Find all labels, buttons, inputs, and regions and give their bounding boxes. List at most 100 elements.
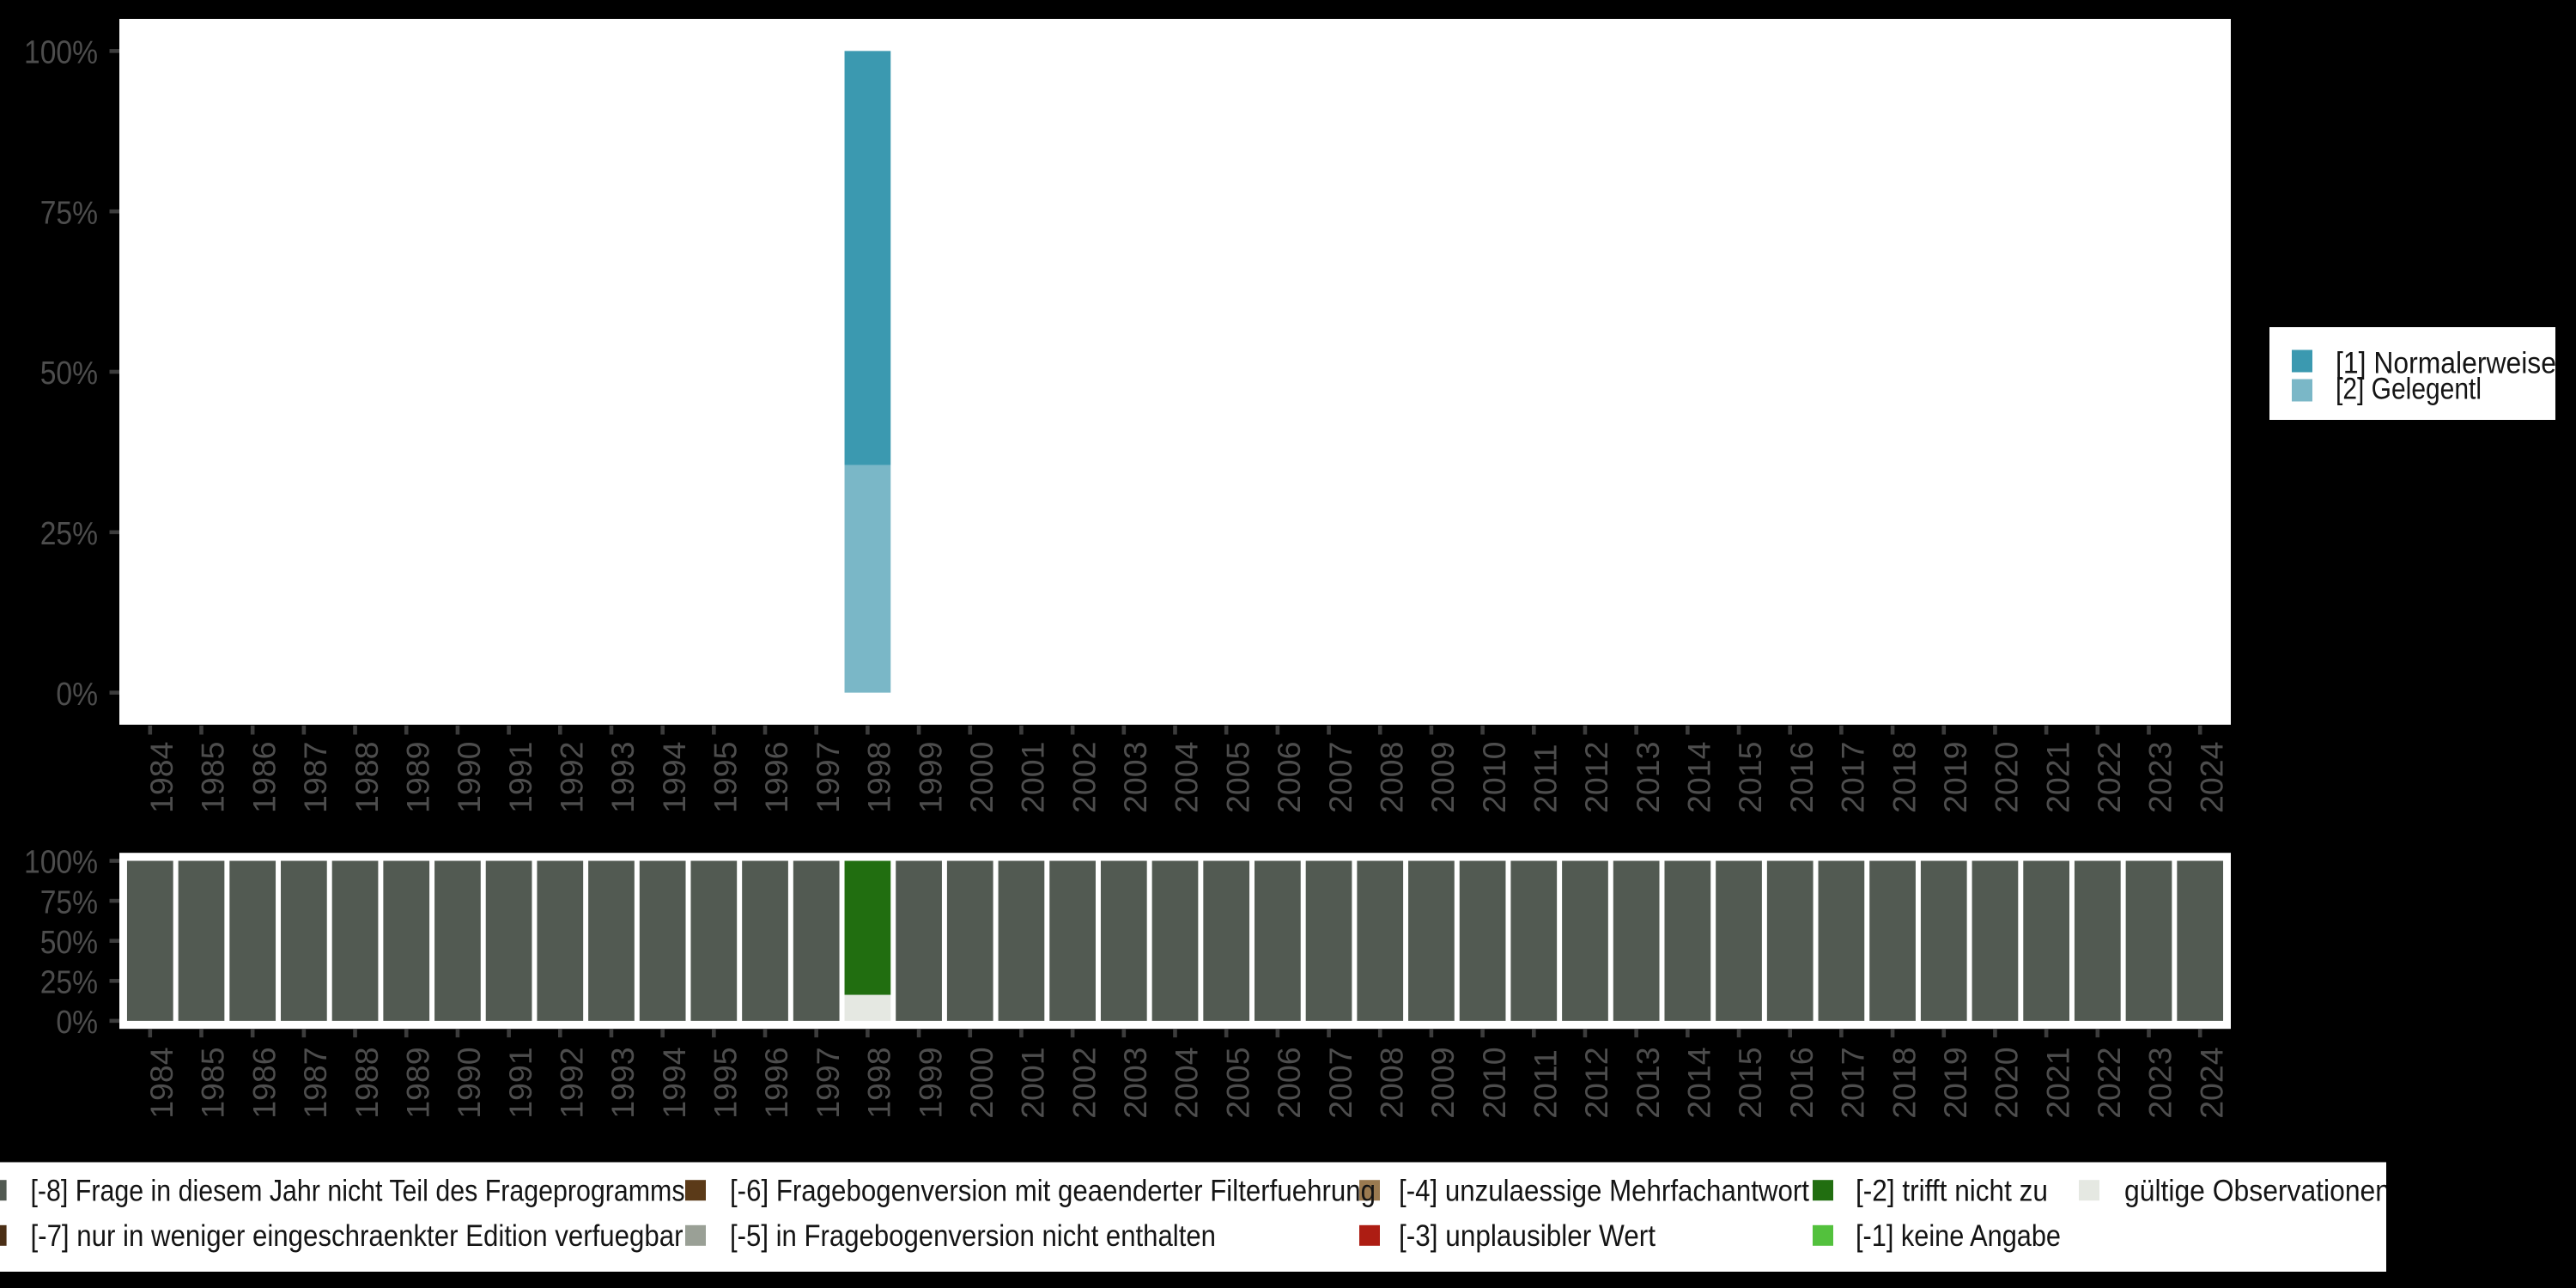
svg-text:2005: 2005	[1219, 742, 1255, 813]
svg-text:2011: 2011	[1527, 744, 1563, 813]
svg-text:[-4] unzulaessige Mehrfachantw: [-4] unzulaessige Mehrfachantwort	[1399, 1174, 1809, 1207]
svg-text:2002: 2002	[1066, 1047, 1102, 1118]
svg-text:1993: 1993	[605, 742, 641, 813]
svg-text:25%: 25%	[40, 516, 98, 552]
svg-text:2010: 2010	[1476, 1047, 1512, 1118]
svg-text:2013: 2013	[1630, 1047, 1666, 1118]
svg-text:2011: 2011	[1527, 1049, 1563, 1119]
svg-text:2023: 2023	[2142, 1047, 2178, 1118]
svg-text:2017: 2017	[1835, 1047, 1871, 1118]
svg-text:2013: 2013	[1630, 742, 1666, 813]
svg-text:1990: 1990	[451, 1047, 487, 1118]
svg-text:1987: 1987	[297, 742, 333, 813]
svg-text:[-7] nur in weniger eingeschra: [-7] nur in weniger eingeschraenkter Edi…	[31, 1219, 683, 1253]
svg-text:50%: 50%	[40, 925, 98, 961]
svg-text:2010: 2010	[1476, 742, 1512, 813]
svg-text:2003: 2003	[1117, 1047, 1153, 1118]
svg-text:1996: 1996	[758, 1047, 794, 1118]
svg-text:1991: 1991	[502, 742, 538, 813]
svg-text:2020: 2020	[1989, 742, 2025, 813]
svg-text:2022: 2022	[2091, 742, 2127, 813]
svg-text:1996: 1996	[758, 742, 794, 813]
svg-text:[1] Normalerweise: [1] Normalerweise	[2336, 347, 2556, 380]
svg-text:1985: 1985	[195, 1047, 231, 1118]
svg-text:1999: 1999	[912, 742, 948, 813]
svg-text:2000: 2000	[963, 742, 999, 813]
svg-text:2023: 2023	[2142, 742, 2178, 813]
svg-text:2016: 2016	[1783, 1047, 1820, 1118]
svg-text:100%: 100%	[24, 35, 98, 71]
svg-text:1988: 1988	[349, 1047, 385, 1118]
svg-text:1989: 1989	[399, 742, 435, 813]
svg-text:1998: 1998	[861, 1047, 897, 1118]
svg-text:[2] Gelegentl: [2] Gelegentl	[2336, 373, 2482, 406]
svg-text:1989: 1989	[399, 1047, 435, 1118]
svg-text:1999: 1999	[912, 1047, 948, 1118]
svg-text:2022: 2022	[2091, 1047, 2127, 1118]
svg-text:1990: 1990	[451, 742, 487, 813]
svg-text:2004: 2004	[1169, 742, 1205, 813]
svg-text:25%: 25%	[40, 964, 98, 1000]
svg-text:2024: 2024	[2193, 742, 2229, 813]
svg-text:2019: 2019	[1937, 1047, 1973, 1118]
svg-text:1994: 1994	[656, 742, 692, 813]
svg-text:[-1] keine Angabe: [-1] keine Angabe	[1856, 1219, 2061, 1253]
svg-text:2008: 2008	[1373, 742, 1409, 813]
svg-text:2024: 2024	[2193, 1047, 2229, 1118]
svg-text:[-5] in Fragebogenversion nich: [-5] in Fragebogenversion nicht enthalte…	[730, 1219, 1216, 1253]
svg-text:1986: 1986	[246, 742, 282, 813]
svg-text:2020: 2020	[1989, 1047, 2025, 1118]
svg-text:75%: 75%	[40, 195, 98, 231]
svg-text:2012: 2012	[1578, 1047, 1614, 1118]
svg-text:[-8] Frage in diesem Jahr nich: [-8] Frage in diesem Jahr nicht Teil des…	[31, 1174, 685, 1207]
svg-text:1991: 1991	[502, 1047, 538, 1118]
svg-text:2012: 2012	[1578, 742, 1614, 813]
svg-text:2001: 2001	[1015, 742, 1051, 813]
svg-text:2014: 2014	[1681, 1047, 1717, 1118]
svg-text:1997: 1997	[810, 1047, 846, 1118]
svg-text:1992: 1992	[553, 742, 589, 813]
svg-text:2018: 2018	[1886, 742, 1922, 813]
svg-text:0%: 0%	[56, 1005, 98, 1041]
svg-text:[-3] unplausibler Wert: [-3] unplausibler Wert	[1399, 1219, 1656, 1253]
svg-text:2021: 2021	[2039, 1047, 2075, 1118]
svg-text:[-2] trifft nicht zu: [-2] trifft nicht zu	[1856, 1174, 2048, 1207]
svg-text:1985: 1985	[195, 742, 231, 813]
svg-text:1994: 1994	[656, 1047, 692, 1118]
svg-text:2007: 2007	[1322, 1047, 1358, 1118]
svg-text:1984: 1984	[143, 742, 179, 813]
svg-text:1998: 1998	[861, 742, 897, 813]
svg-text:1995: 1995	[708, 1047, 744, 1118]
svg-text:2002: 2002	[1066, 742, 1102, 813]
svg-text:1988: 1988	[349, 742, 385, 813]
svg-text:2001: 2001	[1015, 1047, 1051, 1118]
svg-text:2003: 2003	[1117, 742, 1153, 813]
svg-text:2016: 2016	[1783, 742, 1820, 813]
svg-text:0%: 0%	[56, 677, 98, 713]
svg-text:2009: 2009	[1425, 742, 1461, 813]
svg-text:2008: 2008	[1373, 1047, 1409, 1118]
svg-text:2005: 2005	[1219, 1047, 1255, 1118]
svg-text:2021: 2021	[2039, 742, 2075, 813]
svg-text:[-6] Fragebogenversion mit gea: [-6] Fragebogenversion mit geaenderter F…	[730, 1174, 1376, 1207]
svg-text:2015: 2015	[1732, 742, 1768, 813]
svg-text:2000: 2000	[963, 1047, 999, 1118]
svg-text:2018: 2018	[1886, 1047, 1922, 1118]
svg-text:2007: 2007	[1322, 742, 1358, 813]
svg-text:2009: 2009	[1425, 1047, 1461, 1118]
svg-text:75%: 75%	[40, 884, 98, 920]
svg-text:1986: 1986	[246, 1047, 282, 1118]
svg-text:50%: 50%	[40, 355, 98, 392]
svg-text:2006: 2006	[1271, 742, 1307, 813]
svg-text:2014: 2014	[1681, 742, 1717, 813]
svg-text:1993: 1993	[605, 1047, 641, 1118]
svg-text:2006: 2006	[1271, 1047, 1307, 1118]
svg-text:1987: 1987	[297, 1047, 333, 1118]
svg-text:1984: 1984	[143, 1047, 179, 1118]
svg-text:2004: 2004	[1169, 1047, 1205, 1118]
svg-text:1992: 1992	[553, 1047, 589, 1118]
svg-text:2017: 2017	[1835, 742, 1871, 813]
svg-text:1995: 1995	[708, 742, 744, 813]
svg-text:2019: 2019	[1937, 742, 1973, 813]
svg-text:100%: 100%	[24, 845, 98, 881]
